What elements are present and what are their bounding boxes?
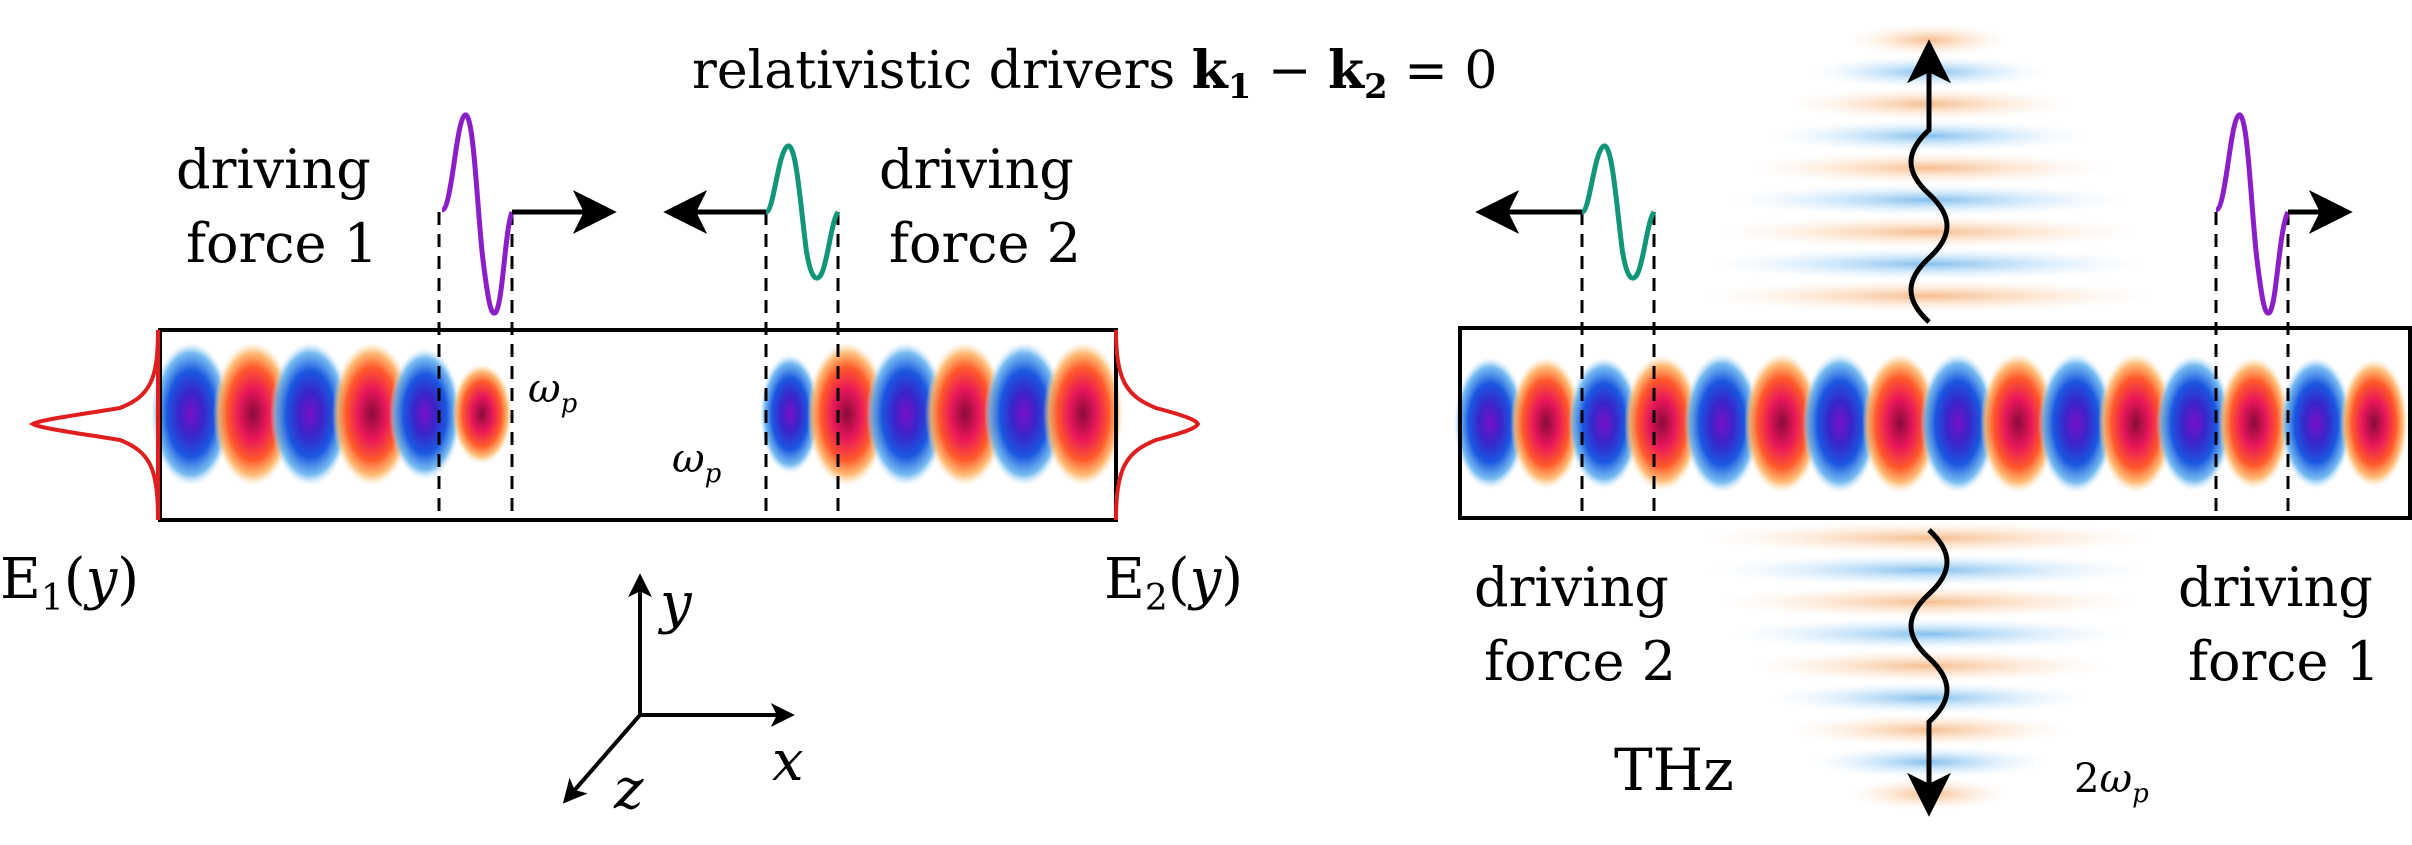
thz-band [1749,152,2109,184]
wake-lobe [332,342,412,486]
thz-band [1769,682,2089,714]
omega-p-label-2: ωp [672,436,722,489]
thz-band [1729,618,2129,650]
left-driver1-label: driving force 1 [176,138,388,275]
wake-lobe [389,348,461,480]
right-driving-pulse-1 [2213,112,2291,316]
thz-band [1719,586,2139,618]
wake-lobe [925,342,1005,486]
wake-lobe [1980,353,2056,493]
thz-band [1709,248,2149,280]
thz-band [1703,522,2155,554]
thz-band [1709,554,2149,586]
thz-halo-top [1703,24,2155,312]
z-axis [562,713,642,804]
wake-lobe [2218,357,2290,489]
left-wake-lobes-2 [760,342,1123,486]
wake-lobe [807,342,887,486]
wake-lobe [1043,342,1123,486]
thz-halo-bottom [1703,522,2155,810]
wake-lobe [1454,357,1526,489]
thz-wave-down [1907,528,1951,817]
e2-label: E2(y) [1104,547,1243,619]
wake-lobe [984,342,1064,486]
right-driving-pulse-2 [1579,143,1657,281]
wake-lobe [1624,355,1700,491]
wake-lobe [2280,357,2352,489]
right-wake-lobes [1454,353,2408,493]
thz-label: THz [1614,736,1734,804]
title-k2: k [1328,40,1365,101]
wake-lobe [1862,353,1938,493]
wake-lobe [452,364,512,464]
wake-lobe [2156,355,2232,491]
wake-lobe [2038,353,2114,493]
wake-lobe [2340,359,2408,487]
left-panel: driving force 1 driving force 2 ωp ωp E1… [0,112,1243,822]
right-panel: driving force 2 driving force 1 THz 2ωp [1454,24,2412,817]
wake-lobe [1920,353,1996,493]
wake-lobe [270,342,350,486]
figure-title: relativistic drivers k1 − k2 = 0 [692,40,1497,107]
thz-band [1719,216,2139,248]
left-driver2-label: driving force 2 [879,138,1091,275]
driving-pulse-2 [763,143,841,281]
wake-lobe [1568,357,1640,489]
title-prefix: relativistic drivers [692,41,1192,101]
axis-x-label: x [772,729,804,794]
wake-lobe [1744,353,1820,493]
left-wake-lobes [151,342,512,486]
wake-lobe [2098,353,2174,493]
wake-lobe [760,354,820,474]
driving-pulse-1 [439,112,515,316]
title-minus: − [1251,41,1328,101]
wake-lobe [1802,353,1878,493]
right-plasma-channel [1458,326,2412,520]
title-sub2: 2 [1364,67,1388,107]
axis-y-label: y [657,571,693,636]
right-dashed-guides [1580,212,2290,518]
wake-lobe [151,342,231,486]
profile-e2 [1114,329,1201,521]
right-driver2-label: driving force 2 [1474,556,1686,693]
title-rest: = 0 [1388,41,1498,101]
thz-band [1749,650,2109,682]
thz-band [1769,120,2089,152]
title-sub1: 1 [1228,67,1252,107]
profile-e1 [28,329,160,521]
wake-lobe [1510,357,1582,489]
two-omega-p-label: 2ωp [2074,756,2149,809]
coordinate-axes [562,573,795,804]
left-dashed-guides [437,212,840,520]
thz-wave-up [1907,39,1951,324]
thz-band [1703,280,2155,312]
axis-z-label: z [613,757,644,822]
wake-lobe [866,342,946,486]
omega-p-label-1: ωp [528,366,578,419]
title-k1: k [1192,40,1229,101]
right-driver1-label: driving force 1 [2178,556,2390,693]
wake-lobe [1684,353,1760,493]
thz-band [1729,184,2129,216]
e1-label: E1(y) [0,547,139,619]
wake-lobe [213,342,293,486]
